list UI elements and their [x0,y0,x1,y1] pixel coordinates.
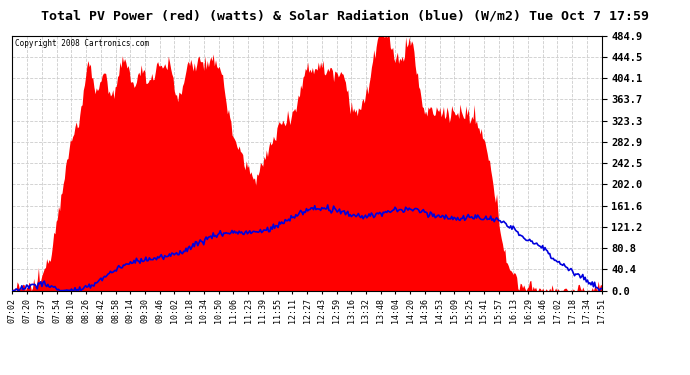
Text: Copyright 2008 Cartronics.com: Copyright 2008 Cartronics.com [15,39,150,48]
Text: Total PV Power (red) (watts) & Solar Radiation (blue) (W/m2) Tue Oct 7 17:59: Total PV Power (red) (watts) & Solar Rad… [41,9,649,22]
